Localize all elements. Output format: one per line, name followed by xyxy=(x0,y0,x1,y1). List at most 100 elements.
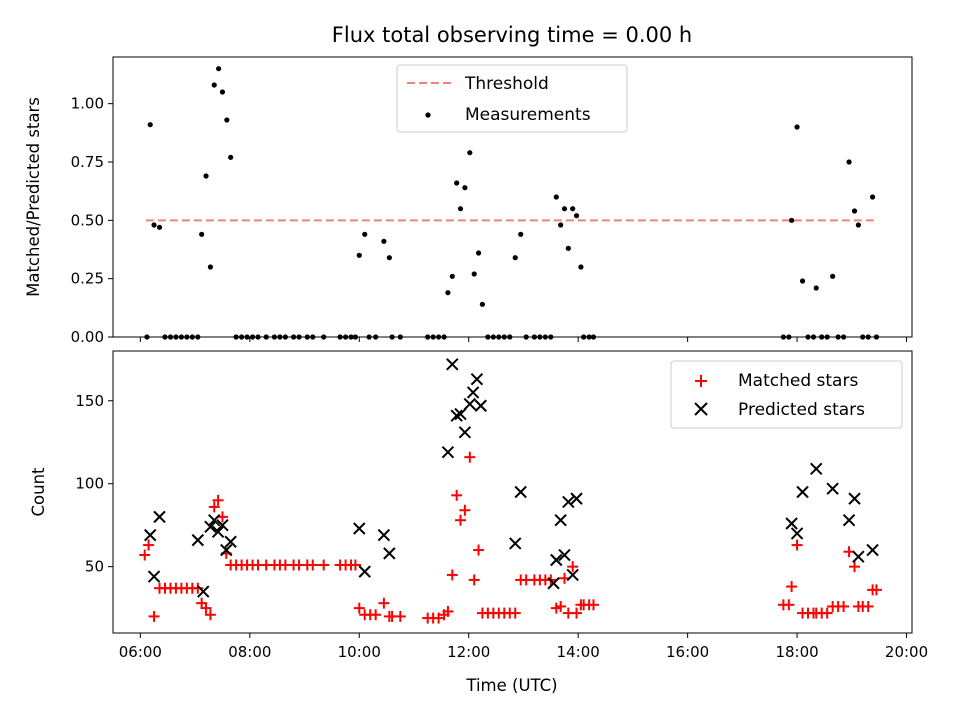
bottom-axis-ticks: 50 100 150 06:00 08:00 10:00 12:00 14:00 16:00 18… xyxy=(75,392,928,661)
top-y-tick-label: 0.50 xyxy=(71,211,104,229)
legend-measurements-swatch xyxy=(425,112,431,118)
predicted-star-point xyxy=(570,492,583,505)
predicted-star-point xyxy=(358,565,371,578)
matched-star-point xyxy=(204,609,216,621)
measurement-point xyxy=(216,66,222,72)
measurement-point xyxy=(147,122,153,128)
predicted-star-point xyxy=(441,445,455,459)
matched-star-point xyxy=(139,549,151,561)
measurement-point xyxy=(156,224,163,230)
predicted-star-point xyxy=(450,409,463,422)
top-legend-box xyxy=(396,64,628,133)
matched-star-point xyxy=(459,504,471,516)
bottom-y-tick-label: 150 xyxy=(75,392,104,410)
predicted-star-point xyxy=(383,547,396,560)
top-legend: Threshold Measurements xyxy=(396,64,628,133)
predicted-star-point xyxy=(216,518,229,532)
measurement-point xyxy=(855,222,861,228)
matched-star-point xyxy=(370,609,382,621)
predicted-star-point xyxy=(842,513,856,527)
predicted-star-point xyxy=(144,528,157,542)
predicted-star-point xyxy=(566,568,579,582)
x-tick-label: 10:00 xyxy=(338,643,381,661)
measurement-point xyxy=(224,117,230,123)
measurement-point xyxy=(211,82,217,88)
top-y-tick-label: 0.00 xyxy=(71,328,104,346)
top-y-axis-label: Matched/Predicted stars xyxy=(24,97,43,297)
matched-star-point xyxy=(212,494,224,506)
matched-star-point xyxy=(849,561,861,573)
matched-star-point xyxy=(442,605,454,617)
matched-star-point xyxy=(783,599,795,611)
measurement-point xyxy=(381,238,387,244)
x-tick-label: 20:00 xyxy=(885,643,928,661)
matched-star-point xyxy=(509,607,521,619)
measurement-point xyxy=(228,154,234,160)
measurement-point xyxy=(199,231,205,237)
top-y-tick-label: 0.25 xyxy=(71,270,104,288)
predicted-star-point xyxy=(785,517,798,530)
x-tick-label: 12:00 xyxy=(447,643,490,661)
matched-star-point xyxy=(349,559,361,571)
measurement-point xyxy=(151,222,157,228)
measurement-point xyxy=(203,173,209,179)
predicted-star-point xyxy=(208,513,221,527)
matched-star-point xyxy=(862,600,874,612)
bottom-legend: Matched stars Predicted stars xyxy=(670,360,903,429)
top-plot-marks xyxy=(144,66,880,340)
predicted-star-point xyxy=(509,537,522,550)
predicted-star-point xyxy=(790,527,804,540)
matched-star-point xyxy=(571,607,583,619)
matched-star-point xyxy=(821,607,833,619)
measurement-point xyxy=(386,255,392,261)
predicted-star-point xyxy=(466,386,480,399)
measurement-point xyxy=(789,217,795,223)
matched-star-point xyxy=(192,582,204,594)
predicted-star-point xyxy=(796,485,809,499)
predicted-star-point xyxy=(554,513,567,527)
x-axis-label: Time (UTC) xyxy=(465,676,557,695)
top-chart-title: Flux total observing time = 0.00 h xyxy=(332,23,692,47)
matched-star-point xyxy=(464,451,476,463)
measurement-point xyxy=(518,231,524,237)
predicted-star-point xyxy=(558,548,571,562)
measurement-point xyxy=(475,250,482,256)
measurement-point xyxy=(578,264,584,270)
measurement-point xyxy=(799,278,806,284)
x-tick-label: 06:00 xyxy=(119,643,162,661)
measurement-point xyxy=(445,290,451,296)
legend-measurements-label: Measurements xyxy=(465,105,591,125)
top-y-tick-label: 1.00 xyxy=(71,95,104,113)
predicted-star-point xyxy=(191,533,205,547)
legend-predicted-swatch xyxy=(694,402,708,416)
measurement-point xyxy=(219,89,226,95)
predicted-star-point xyxy=(547,577,560,590)
top-axis-ticks: 0.00 0.25 0.50 0.75 1.00 xyxy=(71,95,908,346)
predicted-star-point xyxy=(353,522,366,535)
matched-star-point xyxy=(870,584,882,596)
bottom-legend-box xyxy=(670,360,903,429)
matched-star-point xyxy=(455,514,467,526)
bottom-y-axis-label: Count xyxy=(29,467,48,517)
predicted-star-point xyxy=(463,397,477,411)
matched-star-point xyxy=(555,600,567,612)
measurement-point xyxy=(512,255,518,261)
predicted-star-point xyxy=(446,358,459,371)
measurement-point xyxy=(454,180,460,186)
predicted-star-point xyxy=(470,372,484,386)
measurement-point xyxy=(558,222,564,228)
x-tick-label: 18:00 xyxy=(775,643,818,661)
predicted-star-point xyxy=(197,585,210,598)
matched-star-point xyxy=(307,559,319,571)
x-tick-label: 14:00 xyxy=(557,643,600,661)
predicted-star-point xyxy=(153,510,166,524)
bottom-axes-frame xyxy=(112,350,913,634)
top-axes-frame xyxy=(112,56,913,338)
measurement-point xyxy=(479,301,486,307)
matched-star-point xyxy=(394,610,406,622)
measurement-point xyxy=(794,124,800,130)
legend-threshold-label: Threshold xyxy=(464,74,549,94)
predicted-star-point xyxy=(377,528,391,542)
x-tick-label: 16:00 xyxy=(666,643,709,661)
